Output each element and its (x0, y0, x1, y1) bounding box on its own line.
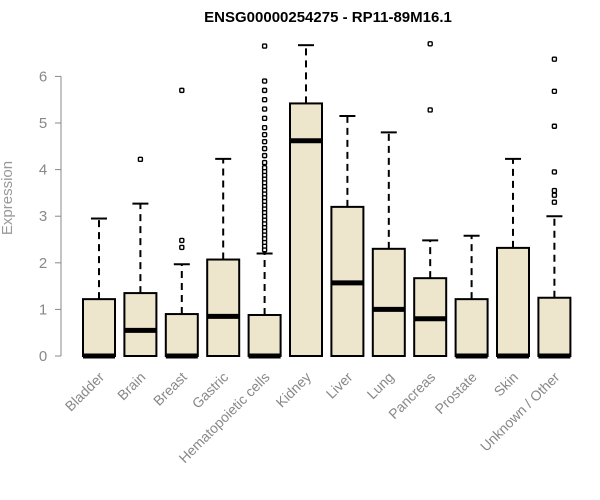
box-rect (164, 313, 199, 357)
outlier-point (427, 41, 433, 47)
y-tick-label: 1 (39, 301, 47, 318)
outlier-point (551, 199, 558, 205)
outlier-point (261, 87, 268, 94)
outlier-point (179, 244, 185, 251)
outlier-point (261, 78, 268, 84)
x-tick-label: Liver (323, 369, 356, 402)
y-tick-label: 4 (39, 162, 47, 179)
outlier-point (261, 115, 268, 122)
outlier-point (261, 43, 268, 49)
boxes-layer (82, 41, 572, 359)
outlier-point (551, 192, 558, 198)
outlier-point (179, 237, 185, 244)
x-tick-label: Brain (114, 369, 148, 403)
y-tick-label: 0 (39, 348, 47, 365)
box-rect (247, 313, 282, 358)
y-axis: 0 1 2 3 4 5 6 (39, 68, 62, 365)
x-tick-label: Breast (150, 369, 190, 409)
box-7 (371, 131, 406, 358)
box-rect (82, 298, 116, 358)
x-tick-label: Unknown / Other (477, 369, 563, 455)
outlier-point (179, 87, 185, 94)
y-tick-label: 2 (39, 255, 47, 272)
box-8 (413, 41, 448, 358)
outlier-point (551, 56, 558, 62)
outlier-point (261, 96, 268, 103)
x-tick-label: Bladder (62, 369, 108, 415)
box-5 (289, 44, 323, 358)
y-tick-label: 5 (39, 115, 47, 132)
box-9 (454, 234, 489, 359)
box-10 (496, 157, 530, 359)
outlier-point (261, 152, 268, 159)
outlier-point (551, 88, 558, 95)
y-axis-title: Expression (0, 161, 16, 235)
x-tick-label: Lung (364, 369, 397, 402)
outlier-point (261, 159, 268, 166)
outlier-point (137, 156, 144, 163)
box-rect (289, 102, 323, 358)
outlier-point (551, 123, 558, 129)
box-11 (537, 56, 572, 359)
box-0 (82, 217, 116, 359)
chart-title: ENSG00000254275 - RP11-89M16.1 (204, 9, 452, 26)
x-tick-label: Prostate (432, 369, 480, 417)
x-tick-label: Skin (491, 369, 522, 400)
box-rect (454, 298, 489, 358)
outlier-point (551, 169, 558, 175)
outlier-point (261, 106, 268, 112)
y-tick-label: 3 (39, 208, 47, 225)
box-rect (537, 296, 572, 357)
box-3 (206, 157, 241, 357)
outlier-point (261, 145, 268, 152)
box-rect (496, 246, 530, 357)
outlier-point (427, 107, 433, 113)
box-rect (206, 258, 241, 357)
y-tick-label: 6 (39, 68, 47, 85)
box-6 (330, 115, 365, 357)
box-rect (371, 247, 406, 358)
outlier-point (551, 187, 558, 194)
box-1 (123, 156, 158, 357)
outlier-point (261, 138, 268, 145)
x-tick-label: Kidney (273, 369, 315, 411)
outlier-point (261, 165, 268, 171)
outlier-point (261, 124, 268, 131)
box-2 (164, 87, 199, 359)
box-rect (123, 292, 158, 357)
outlier-point (261, 131, 268, 138)
box-4 (247, 43, 282, 359)
